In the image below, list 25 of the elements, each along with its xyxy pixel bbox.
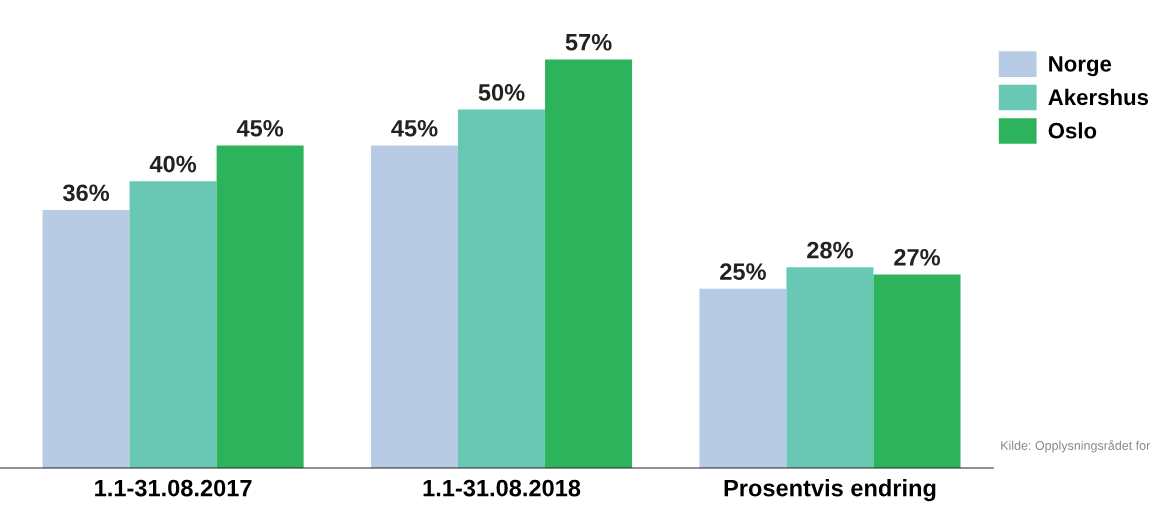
x-tick-label: 1.1-31.08.2017 xyxy=(95,479,252,497)
data-label: 50% xyxy=(478,84,525,101)
data-label: 57% xyxy=(565,33,612,51)
data-label: 36% xyxy=(62,184,110,202)
data-label: 25% xyxy=(720,263,766,280)
bar xyxy=(786,267,874,468)
bar xyxy=(545,59,633,468)
data-label: 45% xyxy=(236,119,284,137)
bar xyxy=(458,109,546,468)
bar xyxy=(370,145,459,468)
data-label: 27% xyxy=(894,248,941,266)
data-label: 28% xyxy=(807,241,853,259)
text: Kilde: Opplysningsrådet for xyxy=(1001,439,1151,453)
bar xyxy=(216,145,304,468)
x-tick-label: Prosentvis endring xyxy=(724,479,936,502)
data-label: 40% xyxy=(149,155,197,173)
legend-label: Akershus xyxy=(1048,88,1149,106)
legend-label: Oslo xyxy=(1048,122,1097,139)
data-label: 45% xyxy=(391,119,438,137)
bar xyxy=(699,288,787,468)
x-tick-label: 1.1-31.08.2018 xyxy=(423,479,581,497)
legend-label: Norge xyxy=(1049,56,1112,77)
bar xyxy=(42,209,130,468)
bar xyxy=(129,181,217,468)
bar xyxy=(873,274,961,468)
